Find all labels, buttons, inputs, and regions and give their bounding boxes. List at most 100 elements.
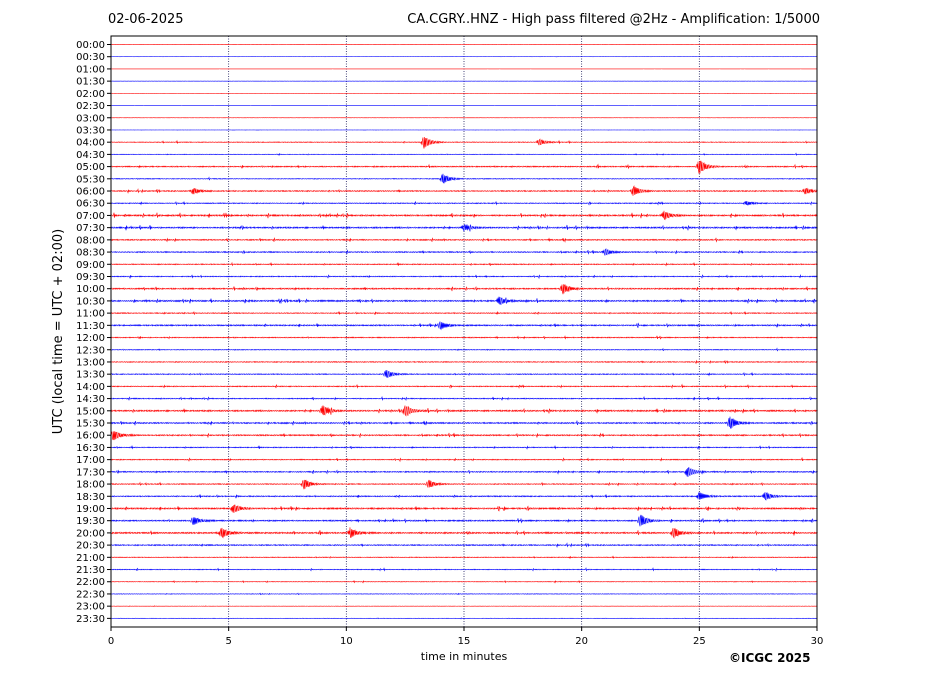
y-tick-label-21: 10:30	[76, 296, 105, 307]
y-tick-label-9: 04:30	[76, 150, 105, 161]
x-axis-ticks: 0 5 10 15 20 25 30	[108, 627, 824, 647]
trace-row-2000	[110, 527, 818, 539]
trace-row-1000	[110, 284, 818, 295]
trace-row-1600	[110, 431, 818, 441]
y-tick-label-23: 11:30	[76, 321, 105, 332]
y-tick-label-14: 07:00	[76, 211, 105, 222]
y-tick-label-39: 19:30	[76, 516, 105, 527]
trace-row-0630	[110, 200, 818, 206]
y-tick-label-19: 09:30	[76, 272, 105, 283]
y-tick-label-34: 17:00	[76, 455, 105, 466]
y-tick-label-5: 02:30	[76, 101, 105, 112]
y-tick-label-11: 05:30	[76, 174, 105, 185]
trace-row-1730	[110, 467, 818, 478]
x-tick-label-6: 30	[811, 636, 824, 647]
trace-row-2230	[110, 592, 818, 596]
y-tick-label-8: 04:00	[76, 138, 105, 149]
trace-row-2200	[110, 579, 818, 584]
y-tick-label-37: 18:30	[76, 492, 105, 503]
y-tick-label-1: 00:30	[76, 52, 105, 63]
chart-date: 02-06-2025	[108, 12, 184, 27]
trace-row-0930	[110, 274, 818, 280]
trace-row-1930	[110, 514, 818, 527]
trace-row-2030	[110, 542, 818, 548]
y-tick-label-13: 06:30	[76, 199, 105, 210]
y-tick-label-30: 15:00	[76, 406, 105, 417]
trace-row-2130	[110, 567, 818, 572]
x-tick-label-0: 0	[108, 636, 114, 647]
y-tick-label-2: 01:00	[76, 64, 105, 75]
trace-row-0730	[110, 224, 818, 232]
trace-row-0900	[110, 261, 818, 267]
trace-row-1900	[110, 504, 818, 513]
y-tick-label-4: 02:00	[76, 89, 105, 100]
y-tick-label-15: 07:30	[76, 223, 105, 234]
y-tick-label-25: 12:30	[76, 345, 105, 356]
x-tick-label-1: 5	[225, 636, 231, 647]
y-tick-label-12: 06:00	[76, 187, 105, 198]
trace-row-2300	[110, 605, 818, 608]
trace-row-1500	[110, 405, 818, 417]
x-axis-label: time in minutes	[421, 650, 508, 663]
trace-row-0430	[110, 152, 818, 157]
x-tick-label-4: 20	[575, 636, 588, 647]
trace-row-1130	[110, 321, 818, 331]
copyright-notice: ©ICGC 2025	[729, 651, 811, 665]
y-tick-label-33: 16:30	[76, 443, 105, 454]
trace-row-0830	[110, 248, 818, 256]
trace-row-0530	[110, 173, 818, 184]
y-tick-label-46: 23:00	[76, 602, 105, 613]
trace-row-0600	[110, 185, 818, 196]
y-tick-label-24: 12:00	[76, 333, 105, 344]
seismic-traces	[110, 44, 818, 620]
trace-row-1330	[110, 370, 818, 378]
trace-row-2330	[110, 617, 818, 620]
y-tick-label-28: 14:00	[76, 382, 105, 393]
y-tick-label-26: 13:00	[76, 357, 105, 368]
trace-row-2100	[110, 555, 818, 560]
y-tick-label-17: 08:30	[76, 248, 105, 259]
trace-row-1800	[110, 479, 818, 490]
y-tick-label-42: 21:00	[76, 553, 105, 564]
y-tick-label-0: 00:00	[76, 40, 105, 51]
trace-row-1100	[110, 310, 818, 316]
trace-row-1630	[110, 445, 818, 451]
y-tick-label-22: 11:00	[76, 309, 105, 320]
y-tick-label-36: 18:00	[76, 480, 105, 491]
y-tick-label-7: 03:30	[76, 125, 105, 136]
vertical-gridlines	[228, 36, 700, 627]
x-tick-label-5: 25	[693, 636, 706, 647]
x-tick-label-2: 10	[340, 636, 353, 647]
y-tick-label-18: 09:00	[76, 260, 105, 271]
plot-frame	[110, 35, 818, 628]
trace-row-1300	[110, 359, 818, 365]
y-tick-label-32: 16:00	[76, 431, 105, 442]
x-tick-label-3: 15	[458, 636, 471, 647]
y-tick-label-38: 19:00	[76, 504, 105, 515]
y-tick-label-20: 10:00	[76, 284, 105, 295]
trace-row-1400	[110, 383, 818, 389]
trace-row-0700	[110, 210, 818, 221]
y-tick-label-44: 22:00	[76, 577, 105, 588]
trace-row-1230	[110, 347, 818, 352]
y-tick-label-35: 17:30	[76, 467, 105, 478]
y-tick-label-45: 22:30	[76, 589, 105, 600]
trace-row-1700	[110, 456, 818, 463]
y-tick-label-27: 13:30	[76, 370, 105, 381]
y-tick-label-47: 23:30	[76, 614, 105, 625]
trace-row-0400	[110, 137, 818, 149]
trace-row-1530	[110, 416, 818, 429]
y-tick-label-29: 14:30	[76, 394, 105, 405]
trace-row-1430	[110, 395, 818, 401]
y-tick-label-40: 20:00	[76, 528, 105, 539]
trace-row-1030	[110, 296, 818, 306]
y-tick-label-6: 03:00	[76, 113, 105, 124]
y-axis-label: UTC (local time = UTC + 02:00)	[51, 229, 66, 434]
y-tick-label-10: 05:00	[76, 162, 105, 173]
trace-row-1200	[110, 335, 818, 340]
y-tick-label-41: 20:30	[76, 541, 105, 552]
y-tick-label-16: 08:00	[76, 235, 105, 246]
trace-row-0800	[110, 237, 818, 243]
